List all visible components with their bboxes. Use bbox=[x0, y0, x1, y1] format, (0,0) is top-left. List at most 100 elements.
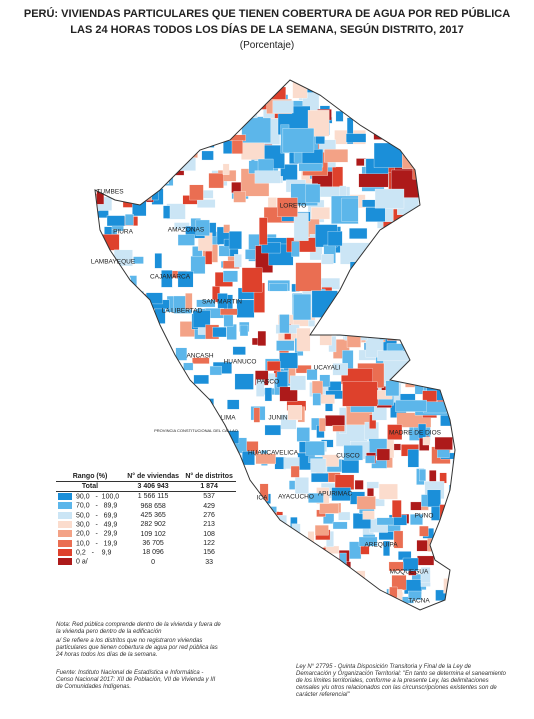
district-patch bbox=[452, 220, 455, 228]
district-patch bbox=[233, 191, 246, 203]
district-patch bbox=[377, 80, 389, 93]
district-patch bbox=[283, 605, 303, 610]
district-patch bbox=[290, 375, 306, 391]
district-patch bbox=[437, 548, 446, 556]
district-patch bbox=[327, 231, 343, 247]
legend-swatch bbox=[58, 511, 72, 519]
district-patch bbox=[230, 90, 245, 101]
district-patch bbox=[139, 138, 151, 153]
region-label: AYACUCHO bbox=[278, 494, 314, 501]
district-patch bbox=[223, 313, 234, 327]
district-patch bbox=[232, 346, 246, 355]
distritos-cell: 122 bbox=[203, 539, 215, 547]
district-patch bbox=[358, 173, 389, 188]
district-patch bbox=[244, 503, 265, 511]
region-label: SAN MARTIN bbox=[202, 299, 242, 306]
district-patch bbox=[418, 343, 444, 371]
district-patch bbox=[406, 109, 422, 116]
district-patch bbox=[229, 566, 241, 582]
district-patch bbox=[143, 440, 159, 457]
title-line: LAS 24 HORAS TODOS LOS DÍAS DE LA SEMANA… bbox=[70, 24, 464, 36]
legend-swatch bbox=[58, 530, 72, 538]
district-patch bbox=[318, 417, 326, 432]
distritos-cell: 537 bbox=[203, 493, 215, 501]
district-patch bbox=[121, 381, 141, 394]
district-patch bbox=[179, 149, 198, 158]
district-patch bbox=[446, 330, 455, 340]
district-patch bbox=[148, 154, 164, 163]
legend-swatch bbox=[58, 549, 72, 557]
district-patch bbox=[302, 586, 321, 605]
district-patch bbox=[141, 365, 158, 377]
district-patch bbox=[95, 97, 111, 114]
district-patch bbox=[390, 229, 414, 255]
district-patch bbox=[340, 571, 356, 580]
district-patch bbox=[310, 207, 330, 220]
district-patch bbox=[362, 510, 375, 520]
district-patch bbox=[234, 373, 254, 390]
district-patch bbox=[197, 102, 216, 120]
district-patch bbox=[277, 587, 288, 596]
district-patch bbox=[349, 261, 384, 285]
district-patch bbox=[276, 340, 295, 351]
district-patch bbox=[414, 137, 421, 147]
district-patch bbox=[129, 387, 146, 401]
legend-row: 10,0 - 19,9 36 705 122 bbox=[56, 539, 236, 548]
district-patch bbox=[162, 356, 170, 369]
total-cell: 3 406 943 bbox=[137, 483, 169, 490]
district-patch bbox=[245, 249, 256, 260]
district-patch bbox=[456, 324, 480, 337]
district-patch bbox=[460, 413, 466, 442]
legend-row: 0 a/0 33 bbox=[56, 557, 236, 566]
region-label: PUNO bbox=[415, 513, 434, 520]
district-patch bbox=[325, 572, 335, 591]
range-label: 90,0 - 100,0 bbox=[76, 493, 120, 501]
district-patch bbox=[206, 95, 218, 107]
district-patch bbox=[158, 598, 168, 610]
district-patch bbox=[101, 315, 112, 328]
district-patch bbox=[148, 345, 163, 354]
region-label: MADRE DE DIOS bbox=[389, 430, 442, 437]
district-patch bbox=[114, 88, 125, 103]
district-patch bbox=[376, 517, 394, 526]
region-label: PIURA bbox=[113, 229, 134, 236]
district-patch bbox=[432, 164, 451, 176]
district-patch bbox=[95, 89, 109, 101]
district-patch bbox=[156, 442, 172, 452]
legend-row: 20,0 - 29,9 109 102 108 bbox=[56, 529, 236, 538]
district-patch bbox=[266, 361, 281, 372]
district-patch bbox=[143, 383, 157, 400]
district-patch bbox=[183, 362, 194, 371]
district-patch bbox=[122, 583, 136, 598]
district-patch bbox=[220, 593, 231, 604]
district-patch bbox=[269, 606, 284, 610]
district-patch bbox=[424, 210, 445, 234]
district-patch bbox=[121, 419, 141, 427]
range-label: 0 a/ bbox=[76, 558, 88, 566]
region-label: TUMBES bbox=[96, 189, 124, 196]
district-patch bbox=[384, 243, 393, 270]
district-patch bbox=[160, 382, 173, 397]
district-patch bbox=[175, 609, 187, 610]
subtitle: (Porcentaje) bbox=[239, 40, 295, 51]
district-patch bbox=[102, 404, 121, 415]
district-patch bbox=[193, 406, 212, 425]
district-patch bbox=[130, 571, 150, 578]
total-cell: 1 874 bbox=[200, 483, 218, 490]
region-label: HUANUCO bbox=[224, 359, 257, 366]
region-label: PASCO bbox=[257, 379, 279, 386]
district-patch bbox=[396, 124, 431, 140]
district-patch bbox=[300, 549, 309, 566]
district-patch bbox=[203, 104, 223, 118]
district-patch bbox=[445, 89, 455, 111]
district-patch bbox=[152, 117, 168, 130]
district-patch bbox=[194, 568, 203, 586]
district-patch bbox=[295, 262, 322, 292]
district-patch bbox=[319, 503, 339, 514]
district-patch bbox=[341, 197, 359, 222]
district-patch bbox=[234, 518, 253, 530]
district-patch bbox=[259, 217, 268, 246]
district-patch bbox=[135, 291, 144, 308]
district-patch bbox=[366, 279, 391, 295]
district-patch bbox=[441, 95, 455, 117]
